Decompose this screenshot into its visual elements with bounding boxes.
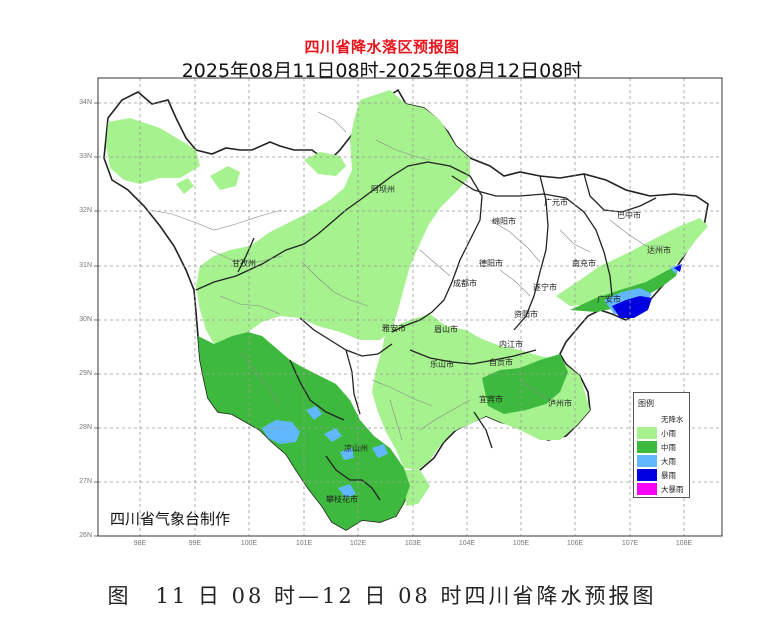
lat-label: 32N: [79, 207, 92, 214]
legend-item-light-rain: 小雨: [637, 427, 689, 439]
legend-item-none: 无降水: [637, 413, 689, 425]
legend-swatch: [637, 441, 657, 453]
lat-label: 34N: [79, 99, 92, 106]
gridlines: [98, 78, 722, 536]
lon-label: 100E: [240, 540, 258, 547]
legend-title: 图例: [638, 399, 654, 408]
legend-swatch: [637, 455, 657, 467]
city-label: 巴中市: [617, 211, 641, 220]
lon-label: 101E: [295, 540, 313, 547]
lon-label: 98E: [133, 540, 147, 547]
legend: 图例 无降水 小雨 中雨 大雨 暴雨 大暴雨: [633, 392, 690, 498]
legend-swatch: [637, 413, 657, 425]
legend-swatch: [637, 483, 657, 495]
city-label: 雅安市: [382, 324, 406, 333]
city-label: 乐山市: [430, 360, 454, 369]
light-rain-areas: [106, 90, 708, 506]
legend-item-heavy-rainstorm: 大暴雨: [637, 483, 689, 495]
lon-label: 103E: [404, 540, 422, 547]
legend-swatch: [637, 427, 657, 439]
lon-label: 108E: [675, 540, 693, 547]
lat-label: 31N: [79, 262, 92, 269]
lat-label: 28N: [79, 424, 92, 431]
lat-label: 30N: [79, 316, 92, 323]
legend-item-rainstorm: 暴雨: [637, 469, 689, 481]
lon-label: 107E: [621, 540, 639, 547]
lon-label: 104E: [458, 540, 476, 547]
city-label: 广元市: [544, 198, 568, 207]
legend-swatch: [637, 469, 657, 481]
county-boundaries: [149, 111, 664, 441]
city-label: 泸州市: [548, 399, 572, 408]
city-label: 南充市: [572, 259, 596, 268]
city-label: 凉山州: [344, 444, 368, 453]
city-label: 资阳市: [514, 310, 538, 319]
axis-ticks: [94, 102, 98, 537]
producer-label: 四川省气象台制作: [110, 510, 231, 528]
city-label: 攀枝花市: [326, 495, 358, 504]
map-title: 四川省降水落区预报图: [304, 38, 460, 56]
city-label: 自贡市: [489, 358, 513, 367]
lon-label: 102E: [349, 540, 367, 547]
city-label: 绵阳市: [492, 217, 516, 226]
city-label: 达州市: [647, 246, 671, 255]
city-label: 内江市: [499, 340, 523, 349]
legend-item-heavy-rain: 大雨: [637, 455, 689, 467]
lon-label: 105E: [512, 540, 530, 547]
city-label: 广安市: [597, 295, 621, 304]
figure-caption: 图 11 日 08 时—12 日 08 时四川省降水预报图: [107, 584, 657, 608]
city-label: 宜宾市: [479, 395, 503, 404]
forecast-period: 2025年08月11日08时-2025年08月12日08时: [181, 60, 583, 82]
city-label: 成都市: [453, 279, 477, 288]
city-label: 阿坝州: [371, 185, 395, 194]
lat-label: 33N: [79, 153, 92, 160]
lon-label: 99E: [188, 540, 202, 547]
city-label: 甘孜州: [232, 259, 256, 268]
lat-label: 29N: [79, 370, 92, 377]
city-label: 遂宁市: [533, 283, 557, 292]
lat-label: 27N: [79, 478, 92, 485]
lat-label: 26N: [79, 532, 92, 539]
lon-label: 106E: [566, 540, 584, 547]
legend-item-moderate-rain: 中雨: [637, 441, 689, 453]
city-label: 德阳市: [479, 259, 503, 268]
city-label: 眉山市: [434, 325, 458, 334]
